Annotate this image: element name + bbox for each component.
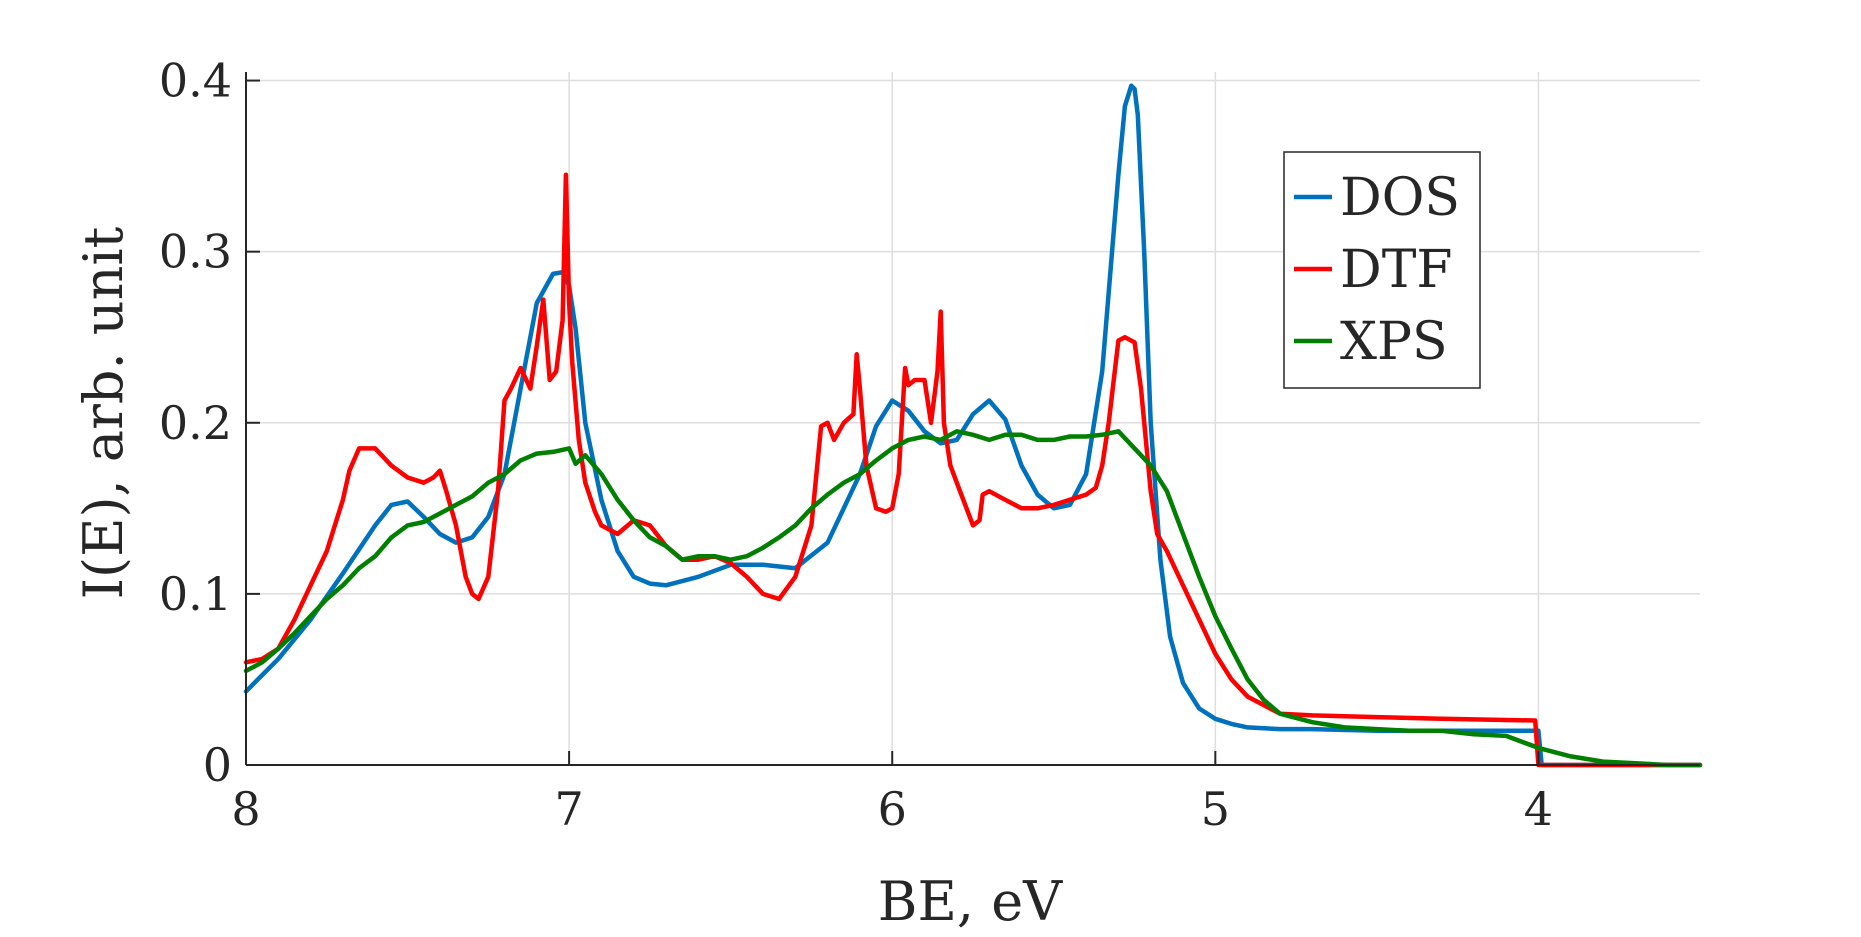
y-axis-label: I(E), arb. unit — [72, 226, 135, 599]
legend-label-xps: XPS — [1340, 312, 1448, 372]
x-tick-label: 6 — [878, 782, 907, 836]
x-tick-label: 7 — [554, 782, 583, 836]
x-tick-label: 8 — [231, 782, 260, 836]
y-tick-label: 0.3 — [159, 225, 232, 279]
series-line-xps — [243, 429, 1703, 768]
legend-label-dos: DOS — [1340, 168, 1460, 228]
y-tick-label: 0.4 — [159, 54, 232, 108]
y-tick-label: 0 — [203, 738, 232, 792]
legend: DOS DTF XPS — [1283, 151, 1481, 389]
tick-labels: 8 7 6 5 4 0 0.1 0.2 0.3 0.4 — [159, 54, 1553, 836]
legend-label-dtf: DTF — [1340, 240, 1452, 300]
y-tick-label: 0.1 — [159, 567, 232, 621]
x-tick-label: 5 — [1201, 782, 1230, 836]
y-tick-label: 0.2 — [159, 396, 232, 450]
series-line-dtf — [243, 172, 1703, 768]
x-axis-label: BE, eV — [878, 870, 1063, 933]
series-lines — [243, 83, 1703, 768]
x-tick-label: 4 — [1524, 782, 1553, 836]
axes — [245, 72, 1700, 766]
grid — [246, 72, 1700, 765]
